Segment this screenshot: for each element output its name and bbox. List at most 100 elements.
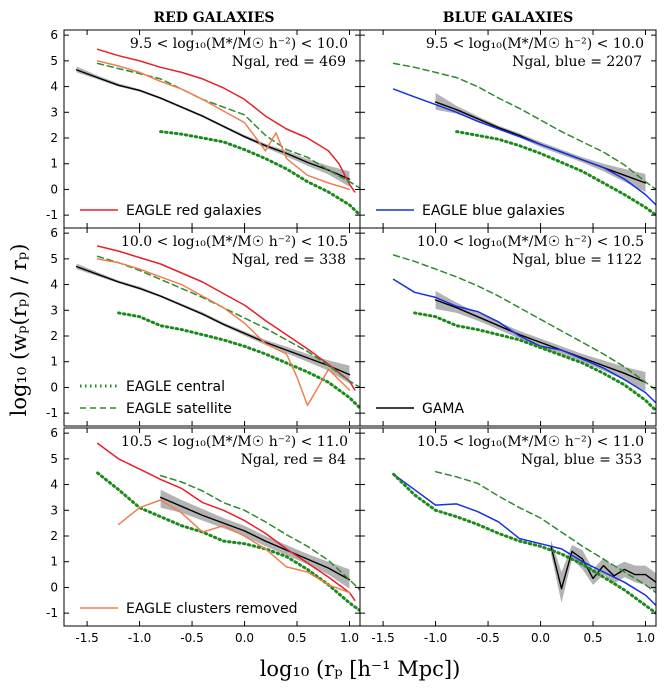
y-tick-label: 4 [50, 478, 58, 492]
y-axis-label: log₁₀ (wₚ(rₚ) / rₚ) [7, 244, 31, 417]
panel-frame [359, 227, 657, 427]
x-tick-label: -1.5 [75, 631, 98, 645]
x-tick-label: -1.0 [128, 631, 151, 645]
y-tick-label: -1 [46, 406, 58, 420]
ngal-label: Ngal, blue = 1122 [512, 252, 642, 268]
series-eagle-central [96, 471, 360, 613]
series-eagle-blue-galaxies [392, 473, 656, 607]
plot-area-red-bin1 [75, 48, 360, 217]
gama-error-band [435, 93, 646, 192]
y-tick-label: 5 [50, 452, 58, 466]
x-tick-label: 0.5 [287, 631, 306, 645]
series-eagle-red-galaxies [96, 245, 356, 391]
ngal-label: Ngal, blue = 353 [521, 452, 642, 468]
panel-blue-bin2: 10.0 < log₁₀(M*/M☉ h⁻²) < 10.5 Ngal, blue… [359, 227, 657, 427]
mass-bin-label: 10.5 < log₁₀(M*/M☉ h⁻²) < 11.0 [417, 434, 644, 450]
ngal-label: Ngal, red = 338 [232, 252, 346, 268]
series-gama [434, 299, 647, 383]
x-tick-label: -1.5 [371, 631, 394, 645]
mass-bin-label: 9.5 < log₁₀(M*/M☉ h⁻²) < 10.0 [426, 36, 644, 52]
gama-error-band [160, 489, 350, 589]
ngal-label: Ngal, blue = 2207 [512, 54, 642, 70]
y-tick-label: 0 [50, 580, 58, 594]
y-tick-label: -1 [46, 606, 58, 620]
panel-blue-bin3: -1.5 -1.0 -0.5 0.0 0.5 1.0 10.5 < log₁₀(M*/M☉ … [359, 427, 657, 645]
panel-frame [359, 427, 657, 627]
y-tick-label: 0 [50, 182, 58, 196]
y-tick-label: 1 [50, 555, 58, 569]
y-tick-label: 1 [50, 355, 58, 369]
x-tick-label: 0.5 [583, 631, 602, 645]
title-red-galaxies: RED GALAXIES [153, 10, 274, 26]
plot-area-blue-bin1 [392, 62, 656, 217]
legend-label-gama: GAMA [422, 401, 465, 417]
series-gama [75, 69, 351, 180]
y-tick-label: 3 [50, 105, 58, 119]
x-tick-label: 0.0 [531, 631, 550, 645]
y-tick-label: -1 [46, 208, 58, 222]
plot-area-red-bin3 [96, 442, 360, 613]
panel-red-bin1: -1 0 1 2 3 4 5 6 9.5 < log₁₀(M*/M☉ h⁻²) < 10.0 Ng… [46, 28, 361, 229]
x-tick-label: 0.0 [235, 631, 254, 645]
y-tick-label: 6 [50, 28, 58, 42]
plot-area-blue-bin3 [392, 470, 656, 615]
mass-bin-label: 10.0 < log₁₀(M*/M☉ h⁻²) < 10.5 [417, 234, 644, 250]
y-tick-label: 6 [50, 426, 58, 440]
legend-label-eagle-blue-galaxies: EAGLE blue galaxies [422, 203, 565, 219]
gama-error-band [76, 66, 350, 187]
gama-error-band [76, 263, 350, 384]
mass-bin-label: 9.5 < log₁₀(M*/M☉ h⁻²) < 10.0 [130, 36, 348, 52]
series-eagle-central [117, 311, 360, 410]
series-eagle-satellite [392, 62, 656, 191]
y-tick-label: 1 [50, 157, 58, 171]
series-eagle-clusters-removed [96, 60, 351, 191]
y-tick-label: 2 [50, 329, 58, 343]
x-tick-label: 1.0 [340, 631, 359, 645]
x-tick-label: 1.0 [636, 631, 655, 645]
series-eagle-clusters-removed [117, 499, 351, 594]
series-eagle-satellite [159, 474, 360, 591]
panel-red-bin2: -1 0 1 2 3 4 5 6 10.0 < log₁₀(M*/M☉ h⁻²) < 10.5 N… [46, 226, 361, 427]
series-eagle-central [159, 130, 360, 217]
y-tick-label: 3 [50, 303, 58, 317]
mass-bin-label: 10.0 < log₁₀(M*/M☉ h⁻²) < 10.5 [121, 234, 348, 250]
series-eagle-central [392, 472, 656, 615]
y-tick-label: 3 [50, 503, 58, 517]
legend-label-eagle-central: EAGLE central [126, 379, 225, 395]
series-eagle-red-galaxies [96, 442, 356, 602]
y-tick-label: 5 [50, 54, 58, 68]
series-eagle-satellite [392, 254, 656, 391]
series-eagle-clusters-removed [96, 258, 351, 407]
title-blue-galaxies: BLUE GALAXIES [443, 10, 573, 26]
y-tick-label: 6 [50, 226, 58, 240]
y-tick-label: 0 [50, 380, 58, 394]
x-tick-label: -0.5 [180, 631, 203, 645]
plot-area-blue-bin2 [392, 254, 656, 413]
series-eagle-satellite [434, 470, 656, 594]
x-tick-label: -0.5 [476, 631, 499, 645]
series-eagle-red-galaxies [96, 48, 356, 193]
x-tick-label: -1.0 [424, 631, 447, 645]
y-tick-label: 4 [50, 80, 58, 94]
plot-area-red-bin2 [75, 245, 360, 410]
series-eagle-satellite [96, 255, 360, 389]
y-tick-label: 2 [50, 131, 58, 145]
panels: -1 0 1 2 3 4 5 6 9.5 < log₁₀(M*/M☉ h⁻²) < 10.0 Ng… [46, 28, 657, 645]
series-eagle-central [413, 311, 656, 413]
series-eagle-blue-galaxies [392, 278, 656, 404]
legend-label-eagle-red-galaxies: EAGLE red galaxies [126, 203, 262, 219]
series-eagle-satellite [96, 62, 360, 189]
gama-error-band [435, 291, 646, 392]
series-eagle-central [455, 130, 656, 217]
panel-red-bin3: -1 0 1 2 3 4 5 6 -1.5 -1.0 -0.5 0.0 0.5 1.0 10.5 < log… [46, 426, 361, 645]
series-gama [550, 545, 656, 590]
ngal-label: Ngal, red = 469 [232, 54, 346, 70]
series-gama [75, 265, 351, 376]
ngal-label: Ngal, red = 84 [241, 452, 346, 468]
legend-label-eagle-clusters-removed: EAGLE clusters removed [126, 601, 298, 617]
y-tick-label: 5 [50, 252, 58, 266]
panel-blue-bin1: 9.5 < log₁₀(M*/M☉ h⁻²) < 10.0 Ngal, blue … [359, 29, 657, 229]
series-eagle-blue-galaxies [392, 88, 656, 206]
series-gama [159, 496, 351, 581]
